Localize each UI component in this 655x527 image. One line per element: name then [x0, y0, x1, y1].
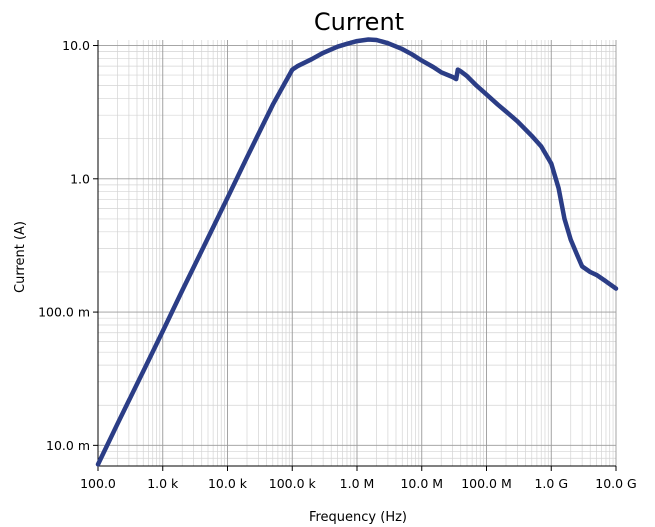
current-data-point	[588, 270, 592, 274]
current-data-point	[410, 52, 414, 56]
current-data-point	[245, 155, 249, 159]
current-data-point	[431, 65, 435, 69]
current-data-point	[321, 51, 325, 55]
current-data-point	[563, 217, 566, 221]
current-data-point	[496, 103, 500, 107]
y-tick-label: 10.0 m	[46, 438, 90, 453]
current-data-point	[206, 236, 210, 240]
current-data-point	[465, 74, 469, 78]
series-layer	[95, 37, 619, 467]
y-tick-labels: 10.0 1.0 100.0 m 10.0 m	[38, 38, 90, 453]
axes	[93, 40, 617, 471]
current-data-point	[575, 253, 579, 257]
current-data-point	[569, 238, 573, 242]
x-tick-label: 1.0 k	[147, 476, 179, 491]
current-data-point	[226, 196, 229, 200]
current-data-point	[530, 134, 534, 138]
current-data-point	[161, 329, 165, 333]
current-data-point	[400, 47, 404, 51]
current-series-line	[95, 37, 619, 467]
chart-title: Current	[314, 8, 404, 36]
current-data-point	[459, 69, 463, 73]
current-data-point	[290, 68, 294, 72]
x-tick-label: 100.0 M	[461, 476, 512, 491]
current-data-point	[515, 119, 519, 123]
current-data-point	[439, 70, 443, 74]
x-tick-label: 1.0 M	[340, 476, 375, 491]
x-tick-label: 1.0 G	[534, 476, 568, 491]
y-tick-label: 10.0	[62, 38, 90, 53]
current-data-point	[539, 144, 543, 148]
current-data-point	[580, 264, 584, 268]
current-data-point	[310, 57, 314, 61]
x-axis-label: Frequency (Hz)	[309, 510, 407, 525]
current-data-point	[180, 289, 184, 293]
current-data-point	[614, 287, 618, 291]
current-data-point	[355, 39, 359, 43]
current-data-point	[475, 84, 478, 88]
current-data-point	[595, 273, 598, 277]
current-data-point	[271, 103, 275, 107]
current-data-point	[96, 462, 100, 466]
current-data-point	[116, 422, 119, 426]
current-data-point	[141, 369, 145, 373]
current-data-point	[454, 77, 458, 81]
current-data-point	[295, 64, 299, 68]
current-data-point	[504, 110, 508, 113]
current-data-point	[375, 38, 378, 42]
x-tick-label: 100.0 k	[269, 476, 317, 491]
current-data-point	[336, 45, 339, 49]
current-data-point	[420, 59, 424, 63]
x-tick-label: 10.0 k	[208, 476, 248, 491]
x-tick-label: 10.0 G	[595, 476, 637, 491]
current-data-point	[386, 41, 390, 45]
current-data-point	[557, 186, 561, 190]
current-data-point	[345, 42, 349, 46]
current-data-point	[451, 75, 455, 79]
current-data-point	[604, 279, 608, 283]
current-data-point	[456, 68, 460, 72]
current-data-point	[485, 92, 488, 96]
current-data-point	[366, 38, 370, 41]
x-tick-label: 100.0	[80, 476, 116, 491]
x-tick-labels: 100.0 1.0 k 10.0 k 100.0 k 1.0 M 10.0 M 100.0 …	[80, 476, 637, 491]
y-tick-label: 100.0 m	[38, 305, 90, 320]
x-tick-label: 10.0 M	[400, 476, 443, 491]
y-tick-label: 1.0	[70, 171, 90, 186]
current-data-point	[549, 162, 553, 166]
y-axis-label: Current (A)	[13, 221, 28, 293]
